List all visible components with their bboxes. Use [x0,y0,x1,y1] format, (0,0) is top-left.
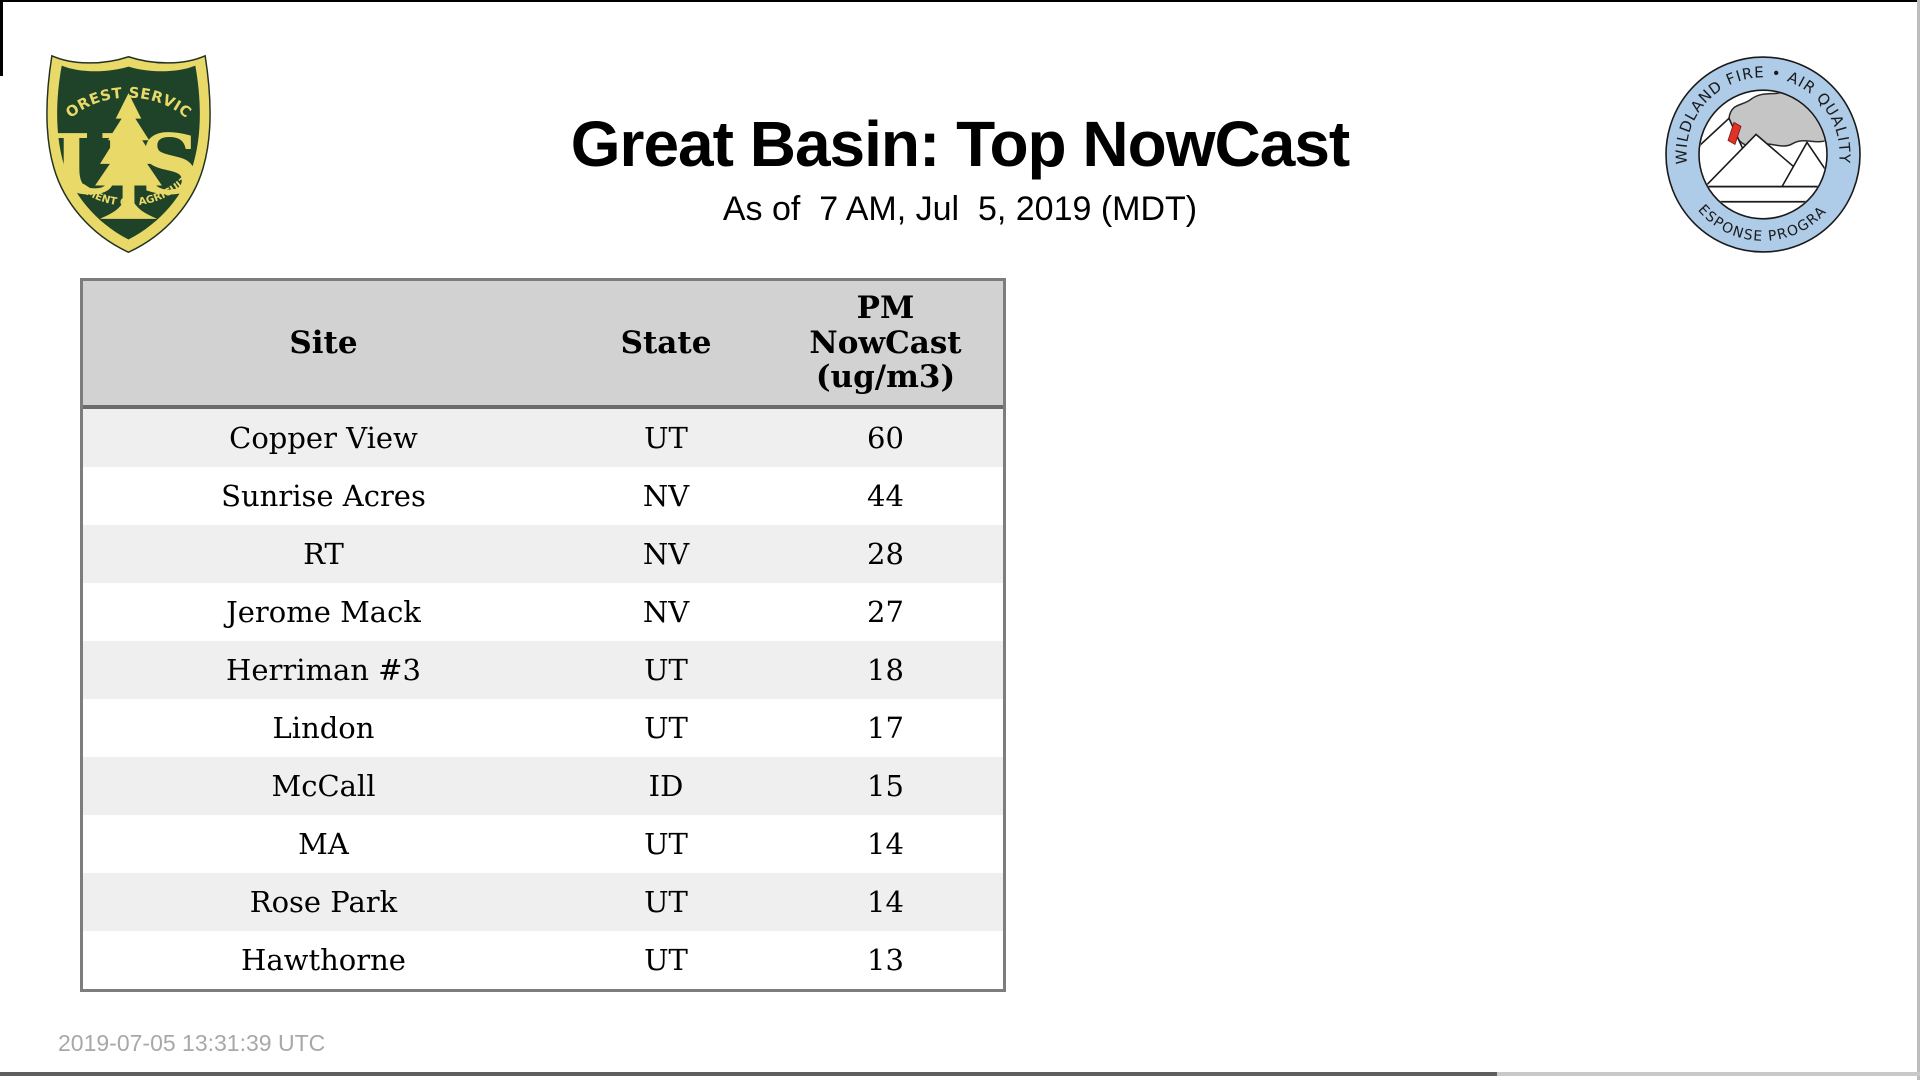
page-title: Great Basin: Top NowCast [570,107,1350,180]
site-cell: Sunrise Acres [221,479,426,513]
table-row: MA UT 14 [83,815,1003,873]
state-cell: UT [644,421,688,455]
generation-timestamp: 2019-07-05 13:31:39 UTC [58,1030,326,1056]
table-row: Lindon UT 17 [83,699,1003,757]
pm-nowcast-cell: 27 [867,595,904,629]
pm-nowcast-cell: 28 [867,537,904,571]
pm-nowcast-cell: 15 [867,769,904,803]
state-cell: ID [648,769,684,803]
flame-marker [1727,121,1742,146]
screenshot-top-edge [0,0,1920,2]
state-cell: NV [642,479,690,513]
pm-nowcast-cell: 14 [867,885,904,919]
column-header-site: Site [289,324,358,361]
forest-service-logo: FOREST SERVICE U S DEPARTMENT OF AGRICUL… [40,41,212,257]
forest-service-shield-icon: FOREST SERVICE U S DEPARTMENT OF AGRICUL… [40,41,211,254]
state-cell: UT [644,653,688,687]
as-of-subtitle: As of 7 AM, Jul 5, 2019 (MDT) [722,190,1198,228]
pm-nowcast-cell: 17 [867,711,904,745]
table-row: Herriman #3 UT 18 [83,641,1003,699]
screenshot-right-edge [1917,0,1920,1080]
table-row: Hawthorne UT 13 [83,931,1003,989]
site-cell: Hawthorne [241,943,406,977]
table-row: Sunrise Acres NV 44 [83,467,1003,525]
table-row: Copper View UT 60 [83,409,1003,467]
site-cell: Jerome Mack [226,595,421,629]
column-header-pm-nowcast: PM NowCast (ug/m3) [768,291,1003,395]
screenshot-bottom-edge-dark [0,1072,1497,1076]
site-cell: Copper View [229,421,418,455]
wfaqrp-seal-icon: WILDLAND FIRE • AIR QUALITY RESPONSE PRO… [1657,38,1861,253]
state-cell: NV [642,595,690,629]
state-cell: UT [644,885,688,919]
pm-nowcast-cell: 60 [867,421,904,455]
nowcast-table: Site State PM NowCast (ug/m3) Copper Vie… [80,278,1006,992]
table-row: RT NV 28 [83,525,1003,583]
state-cell: UT [644,943,688,977]
table-row: McCall ID 15 [83,757,1003,815]
state-cell: UT [644,827,688,861]
screenshot-left-edge [0,0,3,76]
pm-nowcast-cell: 14 [867,827,904,861]
table-row: Rose Park UT 14 [83,873,1003,931]
pm-nowcast-cell: 13 [867,943,904,977]
site-cell: RT [303,537,344,571]
screenshot-bottom-edge-light [1497,1072,1920,1076]
wfaqrp-logo: WILDLAND FIRE • AIR QUALITY RESPONSE PRO… [1657,38,1863,263]
table-header-row: Site State PM NowCast (ug/m3) [83,281,1003,409]
state-cell: NV [642,537,690,571]
site-cell: MA [298,827,349,861]
pm-nowcast-cell: 44 [867,479,904,513]
column-header-state: State [620,324,712,361]
site-cell: Herriman #3 [226,653,421,687]
table-body: Copper View UT 60 Sunrise Acres NV 44 RT… [83,409,1003,989]
pine-tree-icon [95,93,162,219]
table-row: Jerome Mack NV 27 [83,583,1003,641]
site-cell: McCall [271,769,376,803]
site-cell: Lindon [272,711,375,745]
shield-letter-s: S [140,117,200,213]
column-header-pm-nowcast-text: PM NowCast (ug/m3) [809,289,962,396]
site-cell: Rose Park [249,885,398,919]
pm-nowcast-cell: 18 [867,653,904,687]
state-cell: UT [644,711,688,745]
